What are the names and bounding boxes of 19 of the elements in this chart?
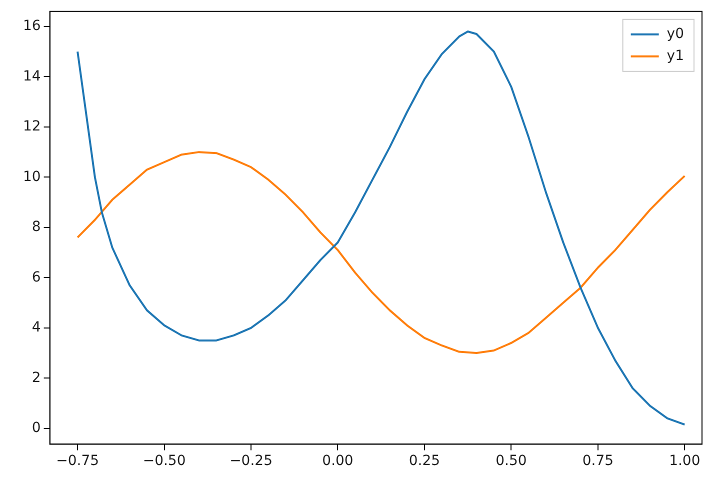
x-tick-label: 0.25	[408, 453, 440, 470]
y-tick-label: 4	[32, 320, 41, 336]
x-tick-label: 0.00	[322, 453, 354, 470]
x-tick-label: 0.75	[582, 453, 614, 470]
legend-label: y0	[666, 26, 684, 42]
y-tick-label: 10	[22, 168, 41, 185]
x-tick-label: 1.00	[669, 453, 700, 470]
y-tick-label: 2	[32, 370, 41, 386]
y-tick-label: 6	[32, 269, 41, 286]
x-tick-label: 0.50	[496, 453, 527, 470]
x-tick-label: −0.25	[230, 453, 272, 470]
legend-label: y1	[666, 48, 684, 64]
y-tick-label: 12	[22, 118, 41, 135]
y-tick-label: 0	[32, 420, 41, 436]
y-tick-label: 14	[22, 68, 41, 84]
x-tick-label: −0.50	[142, 453, 186, 470]
y-tick-label: 16	[22, 18, 41, 34]
y-tick-label: 8	[32, 219, 41, 236]
x-tick-label: −0.75	[56, 453, 100, 470]
